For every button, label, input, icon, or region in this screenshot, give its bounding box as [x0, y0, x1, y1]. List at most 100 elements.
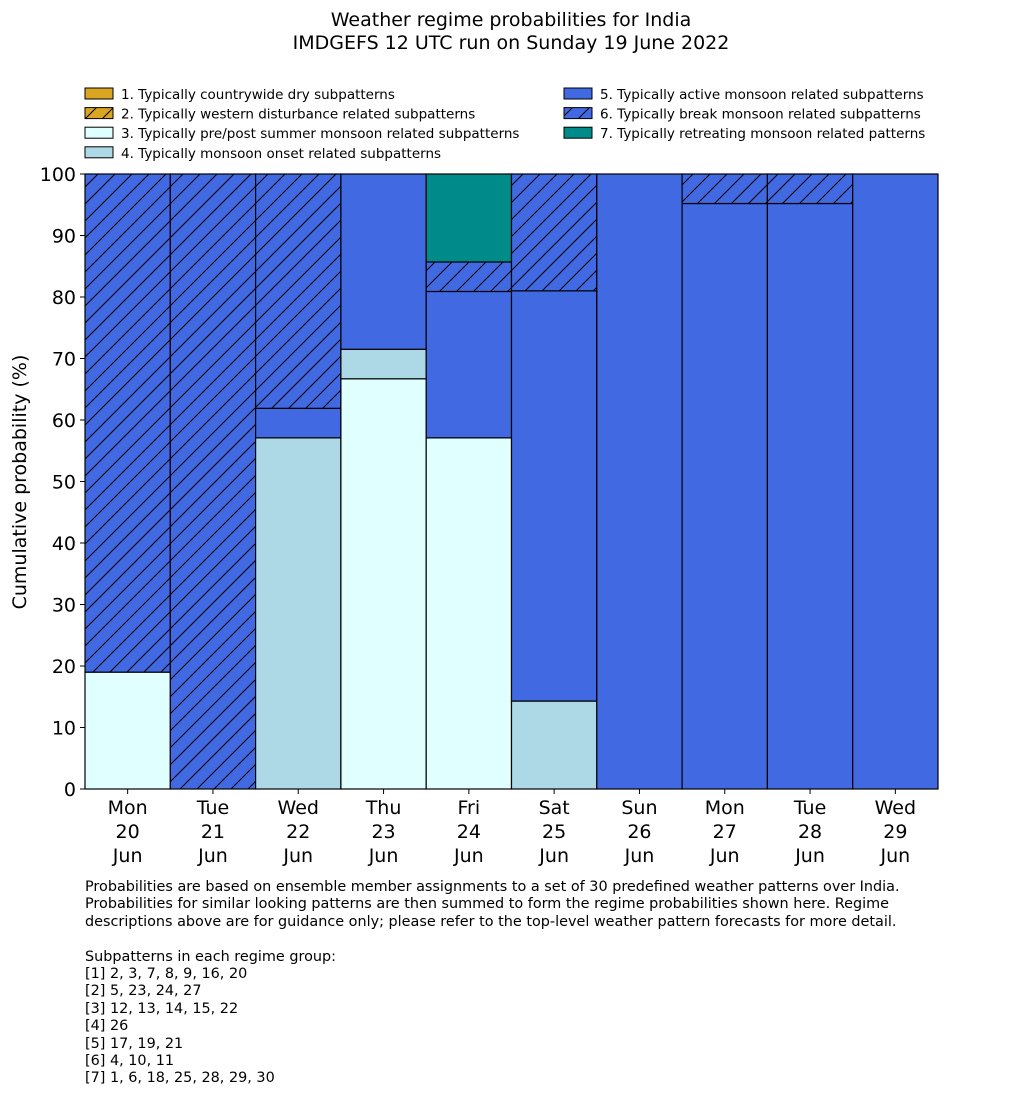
legend-swatch-outline [563, 107, 593, 120]
x-tick-label: Fri [458, 797, 481, 819]
group-7: [7] 1, 6, 18, 25, 28, 29, 30 [85, 1070, 275, 1087]
x-tick-label: 24 [457, 821, 481, 843]
bars [84, 173, 939, 790]
y-tick-label: 70 [52, 349, 76, 371]
legend-swatch-hatch [85, 107, 113, 119]
legend-entry-label: 4. Typically monsoon onset related subpa… [121, 146, 441, 162]
x-tick-label: Sat [539, 797, 570, 819]
bar-segment [682, 203, 768, 789]
y-tick-label: 20 [52, 656, 76, 678]
notes: Probabilities are based on ensemble memb… [85, 879, 1005, 1088]
legend-swatch-outline [84, 107, 114, 120]
x-tick-label: Tue [196, 797, 229, 819]
x-tick-label: Jun [794, 845, 825, 867]
y-tick-label: 90 [52, 226, 76, 248]
legend-swatch-outline [563, 126, 593, 139]
legend-swatch-outline [84, 146, 114, 159]
legend-swatch [85, 88, 113, 99]
bar-segment [340, 174, 427, 350]
bar-hatch [511, 174, 597, 291]
group-5: [5] 17, 19, 21 [85, 1035, 184, 1052]
y-axis-label: Cumulative probability (%) [9, 355, 31, 610]
x-tick-label: Jun [368, 845, 399, 867]
chart-subtitle: IMDGEFS 12 UTC run on Sunday 19 June 202… [293, 32, 730, 54]
y-tick-label: 60 [52, 410, 76, 432]
legend-swatch-outline [84, 87, 114, 100]
x-tick-label: Thu [365, 797, 402, 819]
y-tick-label: 0 [64, 779, 76, 801]
legend-swatch [85, 146, 113, 158]
bar-hatch [255, 174, 341, 409]
y-tick-label: 80 [52, 287, 76, 309]
y-tick-label: 50 [52, 472, 76, 494]
bar-segment [511, 290, 597, 702]
x-tick-label: 29 [883, 821, 907, 843]
bar-segment [85, 672, 171, 789]
bar-segment [426, 174, 512, 262]
x-tick-label: Tue [793, 797, 826, 819]
x-tick-label: 25 [542, 821, 566, 843]
bar-segment [426, 437, 512, 789]
x-tick-label: Wed [875, 797, 916, 819]
x-tick-label: 27 [713, 821, 737, 843]
bar-hatch [170, 174, 256, 789]
legend-swatch-outline [563, 87, 593, 100]
y-tick-label: 40 [52, 533, 76, 555]
group-2: [2] 5, 23, 24, 27 [85, 983, 202, 1000]
legend-entry-label: 5. Typically active monsoon related subp… [600, 87, 924, 103]
bar-segment [340, 349, 427, 379]
notes-line-3: descriptions above are for guidance only… [85, 913, 897, 930]
legend-entry-label: 1. Typically countrywide dry subpatterns [121, 87, 395, 103]
bar-segment [852, 174, 938, 789]
group-1: [1] 2, 3, 7, 8, 9, 16, 20 [85, 966, 248, 983]
bar-segment [596, 174, 683, 789]
notes-line-1: Probabilities are based on ensemble memb… [85, 879, 900, 895]
notes-line-2: Probabilities for similar looking patter… [85, 896, 889, 913]
legend-entry-label: 7. Typically retreating monsoon related … [600, 126, 925, 142]
x-tick-label: 26 [627, 821, 651, 843]
legend-swatch [564, 127, 592, 139]
x-tick-label: Jun [624, 845, 655, 867]
legend-swatch-hatch [564, 107, 592, 119]
x-tick-label: Jun [709, 845, 740, 867]
y-tick-label: 100 [40, 164, 76, 186]
bar-hatch [426, 261, 512, 292]
legend-swatch [564, 88, 592, 99]
x-tick-label: 21 [201, 821, 225, 843]
bar-segment [767, 203, 853, 789]
bar-hatch [767, 174, 853, 204]
x-tick-label: Jun [282, 845, 313, 867]
x-tick-label: 20 [116, 821, 140, 843]
y-tick-label: 30 [52, 595, 76, 617]
legend-swatch [85, 127, 113, 139]
x-tick-label: Mon [108, 797, 148, 819]
x-tick-label: Jun [197, 845, 228, 867]
bar-hatch [682, 174, 768, 204]
x-tick-label: Mon [705, 797, 745, 819]
groups-heading: Subpatterns in each regime group: [85, 948, 336, 965]
chart-title: Weather regime probabilities for India [331, 9, 692, 31]
x-axis: Mon20JunTue21JunWed22JunThu23JunFri24Jun… [108, 789, 916, 867]
bar-segment [340, 378, 427, 789]
x-tick-label: Jun [453, 845, 484, 867]
x-tick-label: 23 [371, 821, 395, 843]
legend-entry-label: 6. Typically break monsoon related subpa… [600, 107, 921, 123]
group-4: [4] 26 [85, 1018, 129, 1035]
x-tick-label: 28 [798, 821, 822, 843]
x-tick-label: Wed [278, 797, 319, 819]
x-tick-label: Jun [538, 845, 569, 867]
y-tick-label: 10 [52, 718, 76, 740]
y-axis: 0 10 20 30 40 50 60 70 80 90 100 [40, 164, 85, 801]
bar-segment [255, 408, 341, 438]
group-6: [6] 4, 10, 11 [85, 1053, 175, 1070]
bar-segment [511, 701, 597, 789]
bar-segment [255, 437, 341, 789]
x-tick-label: Sun [621, 797, 657, 819]
bar-segment [426, 291, 512, 438]
group-3: [3] 12, 13, 14, 15, 22 [85, 1000, 239, 1017]
legend: 1. Typically countrywide dry subpatterns… [84, 87, 925, 162]
legend-swatch-outline [84, 126, 114, 139]
legend-entry-label: 2. Typically western disturbance related… [121, 107, 475, 123]
x-tick-label: Jun [880, 845, 911, 867]
